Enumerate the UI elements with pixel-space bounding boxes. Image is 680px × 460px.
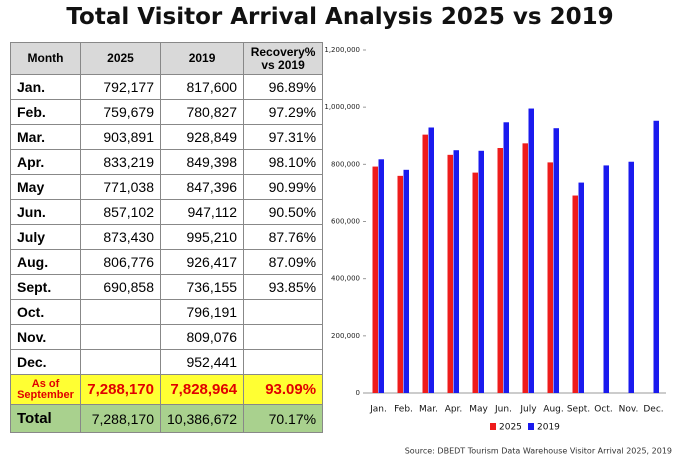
- table-cell: Jan.: [10, 74, 81, 100]
- table-cell: 7,288,170: [80, 404, 161, 433]
- table-cell: Total: [10, 404, 81, 433]
- x-tick-label: Mar.: [419, 405, 438, 415]
- table-cell: 849,398: [159, 149, 245, 175]
- table-cell: 87.76%: [243, 224, 324, 250]
- table-cell: 70.17%: [243, 404, 324, 433]
- table-cell: 90.50%: [243, 199, 324, 225]
- x-tick-label: Sept.: [567, 405, 590, 415]
- table-cell: Dec.: [10, 349, 81, 375]
- table-cell: Oct.: [10, 299, 81, 325]
- table-cell: 759,679: [80, 99, 161, 125]
- table-cell: 952,441: [159, 349, 245, 375]
- bar: [397, 175, 403, 393]
- legend-swatch: [490, 423, 496, 430]
- table-row: Sept. 690,858 736,155 93.85%: [10, 274, 324, 300]
- legend-label: 2019: [537, 423, 560, 433]
- bar: [503, 122, 509, 394]
- table-cell: 736,155: [159, 274, 245, 300]
- bar: [653, 120, 659, 393]
- bar: [522, 143, 528, 393]
- table-row: Aug. 806,776 926,417 87.09%: [10, 249, 324, 275]
- bar: [372, 166, 378, 393]
- table-row: Mar. 903,891 928,849 97.31%: [10, 124, 324, 150]
- x-tick-label: Dec.: [643, 405, 663, 415]
- x-tick-label: Jan.: [369, 405, 387, 415]
- table-cell: Month: [10, 42, 81, 75]
- table-cell: 87.09%: [243, 249, 324, 275]
- table-row: Total 7,288,170 10,386,672 70.17%: [10, 404, 324, 433]
- bar: [603, 165, 609, 393]
- bar: [578, 182, 584, 393]
- bar: [472, 172, 478, 393]
- table-row: Oct. 796,191: [10, 299, 324, 325]
- bar: [572, 195, 578, 393]
- page-title: Total Visitor Arrival Analysis 2025 vs 2…: [66, 4, 614, 30]
- source-note: Source: DBEDT Tourism Data Warehouse Vis…: [405, 447, 672, 456]
- table-cell: 93.85%: [243, 274, 324, 300]
- bar: [628, 161, 634, 393]
- y-tick-label: 0: [356, 389, 360, 397]
- table-cell: Mar.: [10, 124, 81, 150]
- y-tick-label: 1,200,000: [324, 46, 360, 54]
- table-cell: May: [10, 174, 81, 200]
- table-cell: Sept.: [10, 274, 81, 300]
- x-tick-label: Oct.: [594, 405, 612, 415]
- table-cell: 780,827: [159, 99, 245, 125]
- x-tick-label: July: [519, 405, 537, 415]
- y-tick-label: 600,000: [331, 218, 360, 226]
- table-cell: 796,191: [159, 299, 245, 325]
- table-cell: 857,102: [80, 199, 161, 225]
- bar: [378, 159, 384, 393]
- table-cell: 93.09%: [243, 374, 324, 405]
- bar: [453, 150, 459, 393]
- table-cell: 97.31%: [243, 124, 324, 150]
- bar: [528, 108, 534, 394]
- table-cell: Aug.: [10, 249, 81, 275]
- bar: [553, 128, 559, 393]
- bar: [547, 162, 553, 393]
- legend-swatch: [528, 423, 534, 430]
- table-cell: 90.99%: [243, 174, 324, 200]
- table-cell: 847,396: [159, 174, 245, 200]
- table-cell: [80, 299, 161, 325]
- table-cell: 947,112: [159, 199, 245, 225]
- bar: [422, 134, 428, 393]
- table-cell: 2025: [80, 42, 161, 75]
- table-row: Month 2025 2019 Recovery% vs 2019: [10, 42, 324, 75]
- x-tick-label: May: [469, 405, 488, 415]
- bar: [478, 150, 484, 393]
- table-row: Jan. 792,177 817,600 96.89%: [10, 74, 324, 100]
- bar: [497, 148, 503, 393]
- table-cell: 7,828,964: [159, 374, 245, 405]
- legend-label: 2025: [499, 423, 522, 433]
- bar: [428, 127, 434, 393]
- x-tick-label: Aug.: [543, 405, 563, 415]
- x-tick-label: Feb.: [394, 405, 413, 415]
- x-tick-label: Jun.: [494, 405, 512, 415]
- table-cell: Nov.: [10, 324, 81, 350]
- table-cell: 928,849: [159, 124, 245, 150]
- x-tick-label: Apr.: [445, 405, 463, 415]
- table-cell: [243, 299, 324, 325]
- y-tick-label: 200,000: [331, 332, 360, 340]
- y-tick-label: 400,000: [331, 275, 360, 283]
- table-cell: 690,858: [80, 274, 161, 300]
- table-cell: 2019: [159, 42, 245, 75]
- table-row: Nov. 809,076: [10, 324, 324, 350]
- data-table: Month 2025 2019 Recovery% vs 2019 Jan. 792,17…: [10, 42, 324, 433]
- bar: [403, 169, 409, 393]
- y-tick-label: 800,000: [331, 160, 360, 168]
- table-cell: [243, 349, 324, 375]
- table-cell: 926,417: [159, 249, 245, 275]
- table-cell: 10,386,672: [159, 404, 245, 433]
- table-cell: Recovery% vs 2019: [243, 42, 324, 75]
- table-cell: 817,600: [159, 74, 245, 100]
- bar: [447, 154, 453, 393]
- x-tick-label: Nov.: [619, 405, 639, 415]
- y-tick-label: 1,000,000: [324, 103, 360, 111]
- table-cell: 809,076: [159, 324, 245, 350]
